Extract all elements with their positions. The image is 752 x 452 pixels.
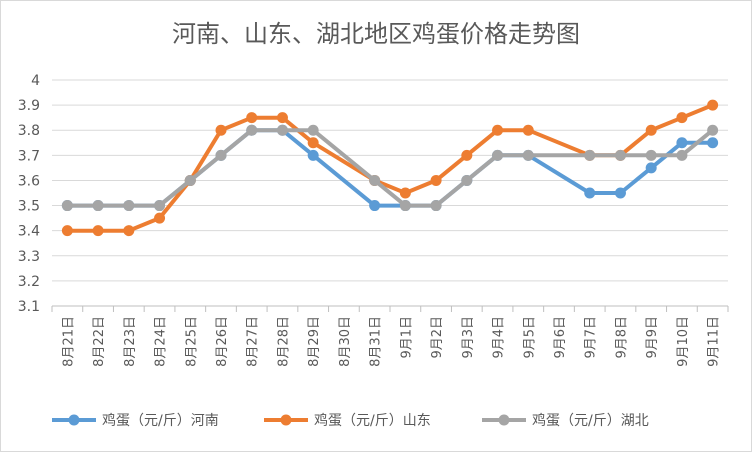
x-tick-label: 9月7日 [584, 316, 599, 359]
x-tick-label: 8月25日 [184, 316, 199, 367]
data-point [461, 174, 473, 186]
data-point [676, 112, 688, 124]
y-tick-label: 3.2 [18, 274, 40, 290]
y-tick-label: 3.1 [18, 299, 40, 315]
data-point [584, 149, 596, 161]
x-tick-label: 9月5日 [522, 316, 537, 359]
data-point [92, 225, 104, 237]
x-tick-label: 8月30日 [338, 316, 353, 367]
legend-marker [498, 414, 510, 426]
series-layer [61, 99, 719, 237]
x-tick-label: 9月6日 [553, 316, 568, 359]
data-point [61, 200, 73, 212]
data-point [246, 112, 258, 124]
x-tick-label: 8月31日 [369, 316, 384, 367]
legend-item-3: 鸡蛋（元/斤）湖北 [482, 412, 649, 429]
data-point [430, 200, 442, 212]
data-point [307, 124, 319, 136]
data-point [707, 124, 719, 136]
data-point [369, 174, 381, 186]
y-tick-label: 3.4 [18, 224, 40, 240]
y-tick-label: 3.3 [18, 249, 40, 265]
data-point [215, 124, 227, 136]
data-point [123, 200, 135, 212]
data-point [215, 149, 227, 161]
y-tick-label: 4 [31, 73, 40, 89]
chart-title: 河南、山东、湖北地区鸡蛋价格走势图 [172, 20, 580, 48]
legend-marker [280, 414, 292, 426]
data-point [492, 149, 504, 161]
data-point [154, 200, 166, 212]
legend-label: 鸡蛋（元/斤）湖北 [532, 412, 649, 429]
legend-label: 鸡蛋（元/斤）河南 [102, 412, 219, 429]
x-tick-label: 9月9日 [645, 316, 660, 359]
y-tick-label: 3.8 [18, 123, 40, 139]
data-point [461, 149, 473, 161]
data-point [307, 149, 319, 161]
legend-item-2: 鸡蛋（元/斤）山东 [264, 412, 431, 429]
x-tick-label: 8月26日 [215, 316, 230, 367]
x-tick-label: 8月22日 [92, 316, 107, 367]
x-tick-label: 9月3日 [461, 316, 476, 359]
x-tick-label: 8月27日 [246, 316, 261, 367]
gridlines [52, 79, 728, 282]
x-tick-label: 9月2日 [430, 316, 445, 359]
x-tick-label: 9月11日 [707, 316, 722, 367]
data-point [276, 124, 288, 136]
data-point [707, 137, 719, 149]
data-point [584, 187, 596, 199]
data-point [399, 187, 411, 199]
x-tick-label: 8月23日 [123, 316, 138, 367]
x-tick-label: 8月28日 [276, 316, 291, 367]
data-point [307, 137, 319, 149]
data-point [707, 99, 719, 111]
data-point [154, 212, 166, 224]
x-tick-label: 8月29日 [307, 316, 322, 367]
series-1 [61, 124, 719, 212]
x-tick-label: 9月4日 [492, 316, 507, 359]
data-point [676, 137, 688, 149]
data-point [522, 149, 534, 161]
legend-item-1: 鸡蛋（元/斤）河南 [52, 412, 219, 429]
data-point [246, 124, 258, 136]
data-point [614, 149, 626, 161]
data-point [676, 149, 688, 161]
legend-marker [68, 414, 80, 426]
legend-label: 鸡蛋（元/斤）山东 [314, 412, 431, 429]
y-tick-label: 3.5 [18, 199, 40, 215]
data-point [645, 162, 657, 174]
series-2 [61, 99, 719, 237]
data-point [92, 200, 104, 212]
data-point [369, 200, 381, 212]
x-tick-label: 8月24日 [154, 316, 169, 367]
legend: 鸡蛋（元/斤）河南 鸡蛋（元/斤）山东 鸡蛋（元/斤）湖北 [52, 412, 649, 429]
x-tick-label: 9月10日 [676, 316, 691, 367]
data-point [522, 124, 534, 136]
data-point [399, 200, 411, 212]
data-point [276, 112, 288, 124]
y-tick-label: 3.7 [18, 148, 40, 164]
data-point [492, 124, 504, 136]
series-3 [61, 124, 719, 212]
data-point [184, 174, 196, 186]
y-tick-label: 3.9 [18, 98, 40, 114]
data-point [430, 174, 442, 186]
x-tick-label: 9月8日 [614, 316, 629, 359]
data-point [61, 225, 73, 237]
axes [51, 305, 729, 312]
series-line [65, 103, 715, 233]
x-tick-label: 8月21日 [61, 316, 76, 367]
x-axis-ticks: 8月21日 8月22日 8月23日 8月24日 8月25日 8月26日 8月27日 8月28日… [61, 316, 721, 367]
data-point [645, 149, 657, 161]
data-point [614, 187, 626, 199]
y-tick-label: 3.6 [18, 173, 40, 189]
x-tick-label: 9月1日 [399, 316, 414, 359]
data-point [645, 124, 657, 136]
data-point [123, 225, 135, 237]
y-axis-ticks: 3.1 3.2 3.3 3.4 3.5 3.6 3.7 3.8 3.9 4 [18, 73, 40, 315]
